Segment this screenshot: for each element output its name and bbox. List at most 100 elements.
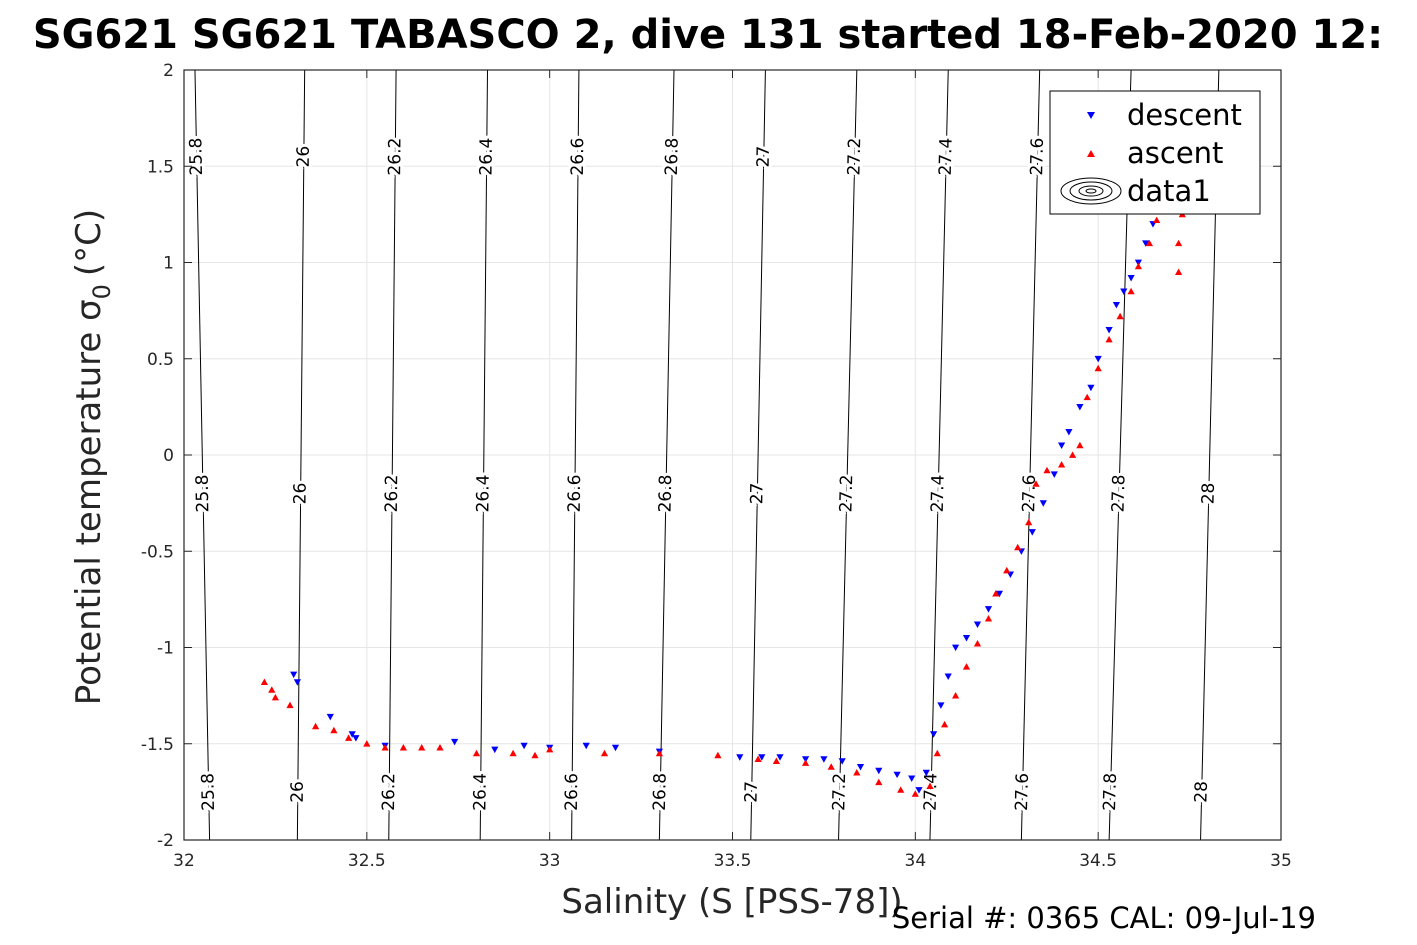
isopycnal-label: 27.4 <box>936 137 957 175</box>
ascent-point <box>772 757 780 764</box>
ascent-point <box>1003 566 1011 574</box>
descent-point <box>326 713 334 721</box>
isopycnal-label: 26 <box>288 781 308 803</box>
isopycnal-line <box>929 70 949 840</box>
legend-ascent-label: ascent <box>1127 136 1223 170</box>
ascent-point <box>853 769 861 776</box>
isopycnal-label: 27 <box>747 482 767 504</box>
descent-point <box>1094 355 1102 363</box>
ascent-point <box>600 749 609 757</box>
descent-point <box>290 671 298 679</box>
descent-point <box>352 735 360 742</box>
descent-point <box>758 754 766 761</box>
ascent-point <box>875 778 883 786</box>
ascent-point <box>546 745 554 753</box>
descent-point <box>582 742 590 750</box>
y-axis-label: Potential temperature σ0 (°C) <box>69 209 116 705</box>
ascent-point <box>330 726 338 734</box>
descent-point <box>937 702 945 709</box>
isopycnal-label: 26.8 <box>650 773 671 811</box>
isopycnal-label: 26.4 <box>473 474 493 512</box>
x-tick-label: 33 <box>539 851 561 871</box>
isopycnal-label: 26.6 <box>568 138 588 176</box>
isopycnal-label: 28 <box>1199 482 1220 504</box>
isopycnal-contours <box>194 70 1220 840</box>
isopycnal-label: 27 <box>741 781 761 803</box>
isopycnal-label: 27.6 <box>1019 474 1040 512</box>
serial-cal-footer: Serial #: 0365 CAL: 09-Jul-19 <box>892 901 1316 935</box>
y-axis-label-main: Potential temperature σ <box>69 299 109 705</box>
descent-point <box>1028 529 1036 536</box>
isopycnal-label: 26.2 <box>379 773 399 811</box>
descent-point <box>1058 442 1066 449</box>
ascent-point <box>1175 268 1183 275</box>
ascent-point <box>1153 216 1161 223</box>
ascent-point <box>472 749 481 757</box>
descent-point <box>1050 471 1058 478</box>
y-tick-label: 2 <box>163 61 174 81</box>
ascent-point <box>345 734 353 741</box>
descent-point <box>1065 429 1073 436</box>
ascent-point <box>926 782 934 789</box>
y-tick-label: -0.5 <box>141 542 174 562</box>
descent-point <box>1112 302 1120 309</box>
descent-point <box>915 787 923 794</box>
isopycnal-line <box>388 70 397 840</box>
descent-point <box>962 635 971 642</box>
isopycnal-label: 26.2 <box>385 138 405 176</box>
isopycnal-line <box>1020 70 1041 840</box>
ascent-point <box>714 751 722 759</box>
descent-point <box>611 744 620 752</box>
ascent-point <box>992 590 1000 597</box>
descent-point <box>995 590 1003 598</box>
isopycnal-label: 27.8 <box>1100 773 1121 811</box>
y-tick-label: 1.5 <box>147 157 174 177</box>
isopycnal-label: 26.8 <box>662 137 683 175</box>
descent-point <box>820 756 828 763</box>
legend-descent-marker <box>1087 112 1095 119</box>
isopycnal-line <box>658 70 675 840</box>
ascent-point <box>509 749 517 757</box>
isopycnal-label: 26.6 <box>562 773 582 811</box>
descent-point <box>348 731 356 738</box>
ascent-point <box>312 722 320 730</box>
isopycnal-line <box>750 70 766 840</box>
descent-point <box>973 621 982 628</box>
isopycnal-label: 26 <box>294 146 314 168</box>
isopycnal-label: 27.6 <box>1012 773 1033 811</box>
descent-point <box>736 754 744 761</box>
ascent-point <box>962 663 971 670</box>
ascent-point <box>973 640 982 647</box>
descent-point <box>930 731 938 738</box>
y-tick-label: 0 <box>163 446 174 466</box>
legend-descent-label: descent <box>1127 98 1242 132</box>
descent-point <box>1087 384 1095 392</box>
ascent-point <box>1076 441 1084 449</box>
x-axis-label: Salinity (S [PSS-78]) <box>561 882 902 922</box>
ascent-point <box>1094 364 1102 372</box>
ascent-point <box>897 786 905 793</box>
ascent-point <box>952 692 960 699</box>
ascent-point <box>1116 312 1124 320</box>
isopycnal-label: 25.8 <box>198 773 219 811</box>
ascent-point <box>1043 466 1051 474</box>
x-tick-label: 34.5 <box>1079 851 1117 871</box>
isopycnal-label: 26.8 <box>656 474 677 512</box>
ascent-point <box>941 720 949 728</box>
y-tick-label: -1.5 <box>141 735 174 755</box>
ascent-point <box>381 744 389 751</box>
descent-point <box>293 679 301 686</box>
descent-point <box>908 775 916 782</box>
ascent-point <box>418 744 426 751</box>
legend-box <box>1049 90 1261 215</box>
figure-title: SG621 SG621 TABASCO 2, dive 131 started … <box>33 12 1383 58</box>
ascent-point <box>911 790 919 797</box>
y-ticks: -2 -1.5 -1 -0.5 0 0.5 1 1.5 2 <box>141 61 1281 851</box>
legend-data1-label: data1 <box>1127 174 1211 208</box>
ascent-point <box>754 755 762 762</box>
ascent-point <box>655 749 663 757</box>
ascent-point <box>1105 335 1113 343</box>
descent-point <box>1039 500 1047 507</box>
descent-point <box>776 754 784 761</box>
